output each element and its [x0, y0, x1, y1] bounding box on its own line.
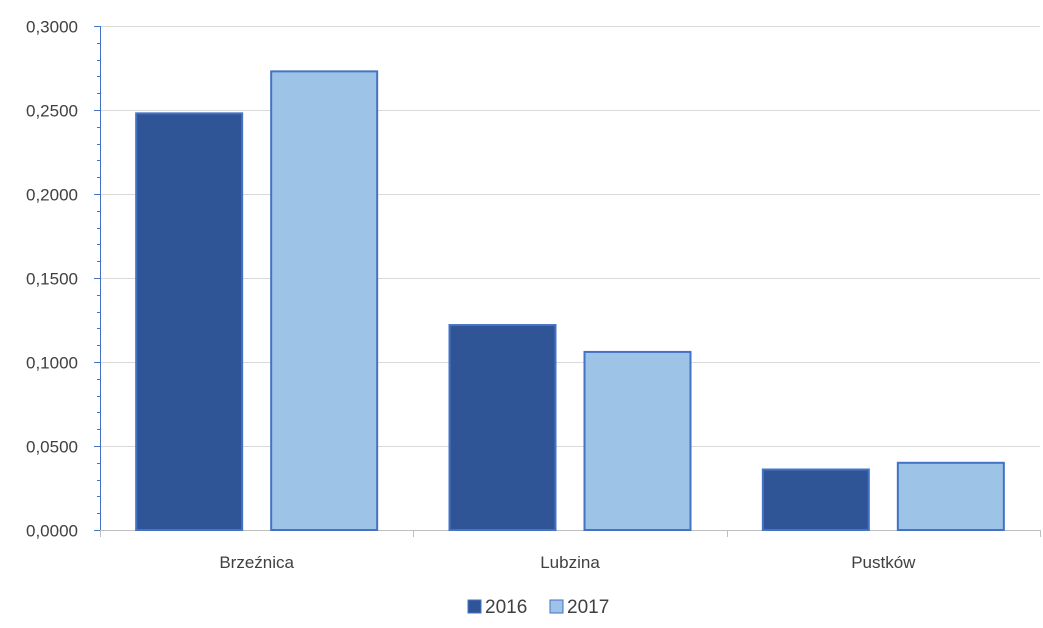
legend-item-2017: 2017: [549, 597, 609, 618]
legend: 2016 2017: [467, 597, 609, 618]
legend-swatch: [549, 599, 564, 614]
y-tick-label: 0,2500: [26, 102, 78, 121]
legend-swatch: [467, 599, 482, 614]
bar-2016-0: [135, 112, 244, 532]
y-tick-label: 0,2000: [26, 186, 78, 205]
bar-2016-1: [448, 324, 557, 532]
bar-2017-0: [270, 70, 379, 532]
axis-labels: 0,0000 0,0500 0,1000 0,1500 0,2000 0,2500 0,30…: [26, 18, 916, 573]
gridlines: [100, 26, 1040, 447]
legend-label: 2016: [485, 597, 527, 618]
x-tick-label: Brzeźnica: [219, 553, 294, 572]
x-tick-label: Pustków: [851, 553, 916, 572]
legend-item-2016: 2016: [467, 597, 527, 618]
y-tick-label: 0,1000: [26, 354, 78, 373]
legend-label: 2017: [567, 597, 609, 618]
bar-2017-1: [583, 350, 692, 532]
y-tick-label: 0,1500: [26, 270, 78, 289]
bar-2016-2: [761, 468, 870, 531]
y-tick-label: 0,0500: [26, 438, 78, 457]
x-tick-label: Lubzina: [540, 553, 600, 572]
y-tick-label: 0,0000: [26, 522, 78, 541]
bar-2017-2: [896, 461, 1005, 531]
y-tick-label: 0,3000: [26, 18, 78, 37]
axes: [94, 26, 1041, 537]
bars: [135, 70, 1005, 532]
